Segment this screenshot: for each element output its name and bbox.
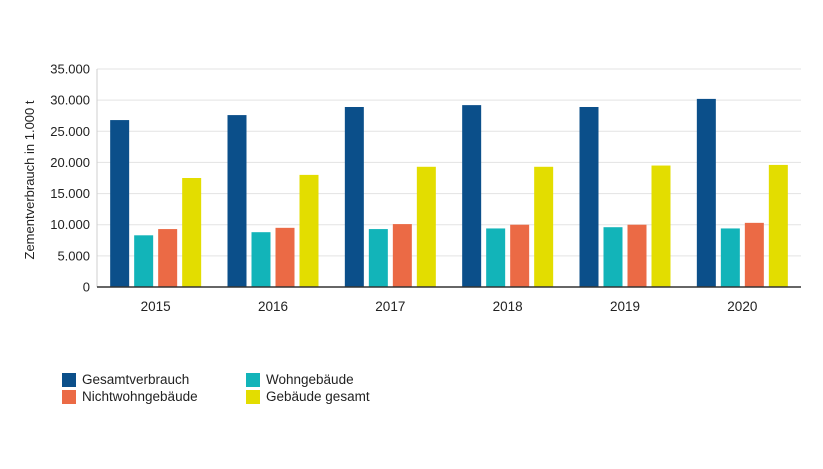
y-tick-label: 15.000	[50, 186, 90, 201]
bar-gesamtverbrauch-2015	[110, 120, 130, 288]
bar-wohngeb-ude-2016	[251, 232, 271, 287]
bar-nichtwohngeb-ude-2017	[392, 224, 412, 287]
x-tick-label: 2019	[610, 299, 640, 314]
legend-label-nichtwohngebaeude: Nichtwohngebäude	[82, 389, 198, 404]
y-tick-label: 20.000	[50, 155, 90, 170]
bar-geb-ude-gesamt-2020	[768, 164, 788, 287]
bar-gesamtverbrauch-2019	[579, 106, 599, 287]
bar-wohngeb-ude-2015	[134, 235, 154, 287]
x-tick-label: 2020	[727, 299, 757, 314]
legend-item-nichtwohngebaeude: Nichtwohngebäude	[62, 389, 198, 404]
y-axis-title: Zementverbrauch in 1.000 t	[22, 100, 37, 259]
bar-geb-ude-gesamt-2015	[182, 178, 202, 287]
bar-wohngeb-ude-2017	[368, 229, 388, 287]
bar-nichtwohngeb-ude-2020	[744, 222, 764, 287]
legend-label-gesamtverbrauch: Gesamtverbrauch	[82, 372, 190, 387]
y-tick-label: 10.000	[50, 217, 90, 232]
bar-gesamtverbrauch-2020	[696, 98, 716, 287]
y-tick-label: 0	[83, 280, 90, 295]
legend-item-gebaeude-gesamt: Gebäude gesamt	[246, 389, 370, 404]
bar-nichtwohngeb-ude-2016	[275, 227, 295, 287]
bar-geb-ude-gesamt-2019	[651, 165, 671, 287]
legend-label-gebaeude-gesamt: Gebäude gesamt	[266, 389, 370, 404]
x-tick-label: 2015	[141, 299, 171, 314]
bar-nichtwohngeb-ude-2018	[510, 224, 530, 287]
bar-gesamtverbrauch-2018	[462, 105, 482, 287]
bar-geb-ude-gesamt-2017	[416, 166, 436, 287]
legend-item-gesamtverbrauch: Gesamtverbrauch	[62, 372, 189, 387]
x-tick-label: 2016	[258, 299, 288, 314]
bar-nichtwohngeb-ude-2015	[158, 229, 178, 287]
bar-wohngeb-ude-2018	[486, 228, 506, 287]
bar-wohngeb-ude-2020	[720, 228, 740, 287]
bar-gesamtverbrauch-2017	[344, 106, 364, 287]
x-tick-label: 2018	[493, 299, 523, 314]
y-tick-label: 30.000	[50, 93, 90, 108]
y-tick-label: 25.000	[50, 124, 90, 139]
bar-geb-ude-gesamt-2016	[299, 174, 319, 287]
legend-item-wohngebaeude: Wohngebäude	[246, 372, 354, 387]
x-tick-label: 2017	[375, 299, 405, 314]
legend-swatch-nichtwohngebaeude	[62, 389, 76, 404]
legend-swatch-gesamtverbrauch	[62, 372, 76, 387]
bar-gesamtverbrauch-2016	[227, 115, 247, 287]
legend-swatch-gebaeude-gesamt	[246, 389, 260, 404]
bar-nichtwohngeb-ude-2019	[627, 224, 647, 287]
y-tick-label: 35.000	[50, 62, 90, 77]
bar-geb-ude-gesamt-2018	[534, 166, 554, 287]
y-tick-label: 5.000	[57, 248, 90, 263]
bar-wohngeb-ude-2019	[603, 227, 623, 287]
legend-label-wohngebaeude: Wohngebäude	[266, 372, 354, 387]
legend-swatch-wohngebaeude	[246, 372, 260, 387]
